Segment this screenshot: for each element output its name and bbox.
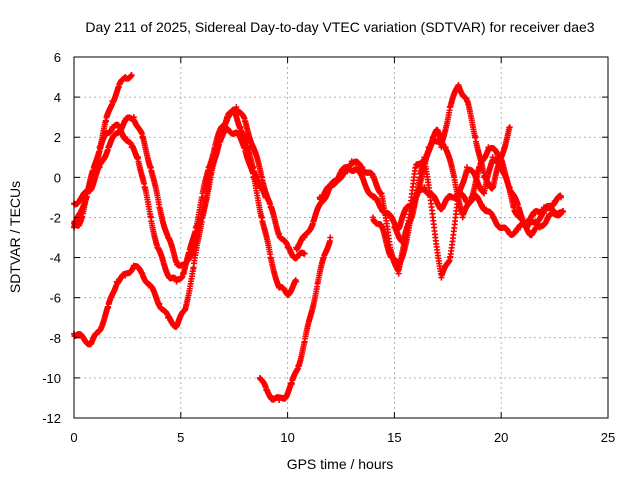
y-axis: -12 -10 -8 -6 -4 -2 0 2 4 6 [42,50,608,426]
x-axis: 0 5 10 15 20 25 [70,57,615,445]
y-tick-label: -12 [42,411,61,426]
trace-marker [258,173,265,180]
y-tick-label: -2 [49,210,61,225]
series-arc-1 [71,72,135,231]
trace-marker [128,72,135,79]
y-tick-label: -10 [42,371,61,386]
y-tick-label: 2 [54,130,61,145]
x-tick-label: 5 [177,430,184,445]
y-tick-label: -4 [49,251,61,266]
y-tick-label: -8 [49,331,61,346]
trace-marker [160,258,167,265]
trace-marker [429,210,436,217]
grid [74,57,608,418]
trace-marker [141,180,148,187]
data-layer [71,72,567,403]
x-tick-label: 25 [601,430,615,445]
trace-marker [102,117,109,124]
trace-marker [79,213,86,220]
y-tick-label: 4 [54,90,61,105]
trace-marker [156,201,163,208]
x-tick-label: 20 [494,430,508,445]
y-tick-label: 6 [54,50,61,65]
x-tick-label: 0 [70,430,77,445]
trace-marker [147,164,154,171]
y-axis-label: SDTVAR / TECUs [7,181,23,293]
x-tick-label: 15 [387,430,401,445]
x-tick-label: 10 [280,430,294,445]
trace-marker [301,250,308,257]
y-tick-label: 0 [54,170,61,185]
trace-marker [134,155,141,162]
series-arc-4 [71,125,300,348]
trace-marker [96,149,103,156]
y-tick-label: -6 [49,291,61,306]
chart-title: Day 211 of 2025, Sidereal Day-to-day VTE… [85,19,594,35]
trace-marker [147,213,154,220]
x-axis-label: GPS time / hours [287,456,394,472]
